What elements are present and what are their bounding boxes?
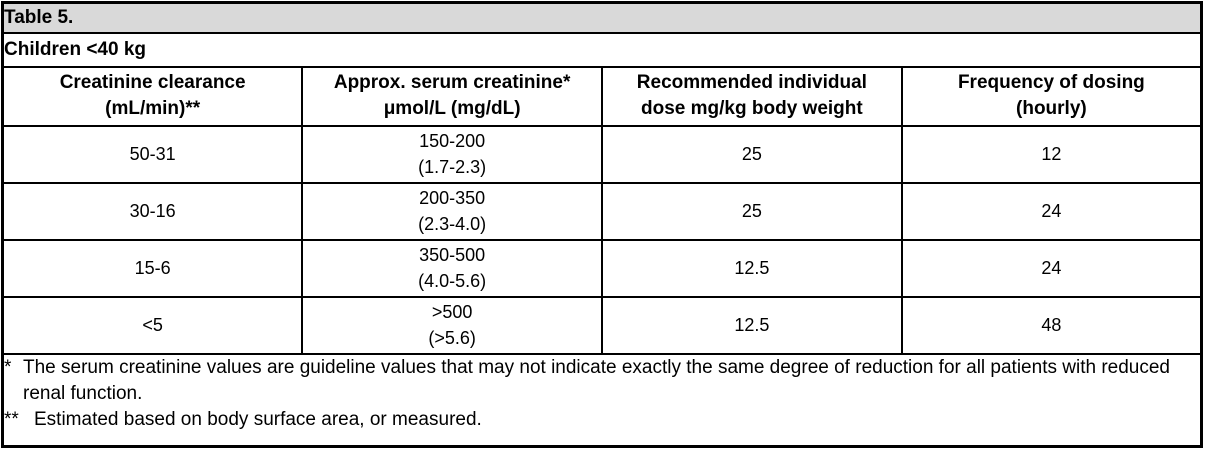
footnote-row: * The serum creatinine values are guidel…: [1, 352, 1203, 448]
table-row: <5 >500 (>5.6) 12.5 48: [1, 295, 1203, 355]
serum-creatinine-umol: >500: [431, 302, 473, 322]
table-row: 30-16 200-350 (2.3-4.0) 25 24: [1, 181, 1203, 241]
cell-creatinine-clearance: 30-16: [1, 181, 304, 241]
serum-creatinine-mgdl: (4.0-5.6): [418, 271, 487, 291]
table-subtitle-row: Children <40 kg: [1, 31, 1203, 68]
column-header-line2: dose mg/kg body weight: [641, 98, 863, 119]
serum-creatinine-mgdl: (1.7-2.3): [418, 157, 487, 177]
footnote: * The serum creatinine values are guidel…: [4, 356, 1200, 407]
column-header-creatinine-clearance: Creatinine clearance (mL/min)**: [1, 65, 304, 127]
serum-creatinine-mgdl: (>5.6): [428, 328, 476, 348]
serum-creatinine-umol: 150-200: [419, 131, 486, 151]
cell-dose: 25: [601, 124, 903, 184]
footnote-marker: **: [4, 408, 19, 430]
column-header-line1: Frequency of dosing: [957, 72, 1145, 93]
footnote-marker: *: [4, 356, 12, 378]
cell-frequency: 12: [900, 124, 1203, 184]
column-header-line2: (mL/min)**: [105, 98, 201, 119]
column-header-line1: Recommended individual: [636, 72, 867, 93]
column-header-line1: Creatinine clearance: [59, 72, 246, 93]
column-header-row: Creatinine clearance (mL/min)** Approx. …: [1, 65, 1203, 127]
cell-creatinine-clearance: <5: [1, 295, 304, 355]
column-header-dosing-frequency: Frequency of dosing (hourly): [900, 65, 1203, 127]
cell-frequency: 24: [900, 181, 1203, 241]
cell-dose: 12.5: [601, 295, 903, 355]
cell-frequency: 24: [900, 238, 1203, 298]
serum-creatinine-umol: 350-500: [419, 245, 486, 265]
table-title: Table 5.: [1, 1, 1203, 34]
footnotes: * The serum creatinine values are guidel…: [1, 352, 1203, 448]
column-header-recommended-dose: Recommended individual dose mg/kg body w…: [601, 65, 903, 127]
column-header-serum-creatinine: Approx. serum creatinine* μmol/L (mg/dL): [301, 65, 603, 127]
cell-dose: 25: [601, 181, 903, 241]
serum-creatinine-umol: 200-350: [419, 188, 486, 208]
column-header-line2: (hourly): [1016, 98, 1087, 119]
column-header-line2: μmol/L (mg/dL): [383, 98, 521, 119]
footnote-text: Estimated based on body surface area, or…: [34, 408, 482, 430]
cell-serum-creatinine: 350-500 (4.0-5.6): [301, 238, 603, 298]
column-header-line1: Approx. serum creatinine*: [333, 72, 571, 93]
cell-serum-creatinine: 200-350 (2.3-4.0): [301, 181, 603, 241]
cell-serum-creatinine: 150-200 (1.7-2.3): [301, 124, 603, 184]
footnote-text: The serum creatinine values are guidelin…: [23, 356, 1170, 404]
table-title-row: Table 5.: [1, 1, 1203, 34]
cell-creatinine-clearance: 50-31: [1, 124, 304, 184]
cell-frequency: 48: [900, 295, 1203, 355]
footnote: ** Estimated based on body surface area,…: [4, 407, 1200, 433]
serum-creatinine-mgdl: (2.3-4.0): [418, 214, 487, 234]
table-row: 50-31 150-200 (1.7-2.3) 25 12: [1, 124, 1203, 184]
cell-dose: 12.5: [601, 238, 903, 298]
cell-serum-creatinine: >500 (>5.6): [301, 295, 603, 355]
cell-creatinine-clearance: 15-6: [1, 238, 304, 298]
table-row: 15-6 350-500 (4.0-5.6) 12.5 24: [1, 238, 1203, 298]
table-subtitle: Children <40 kg: [1, 31, 1203, 68]
